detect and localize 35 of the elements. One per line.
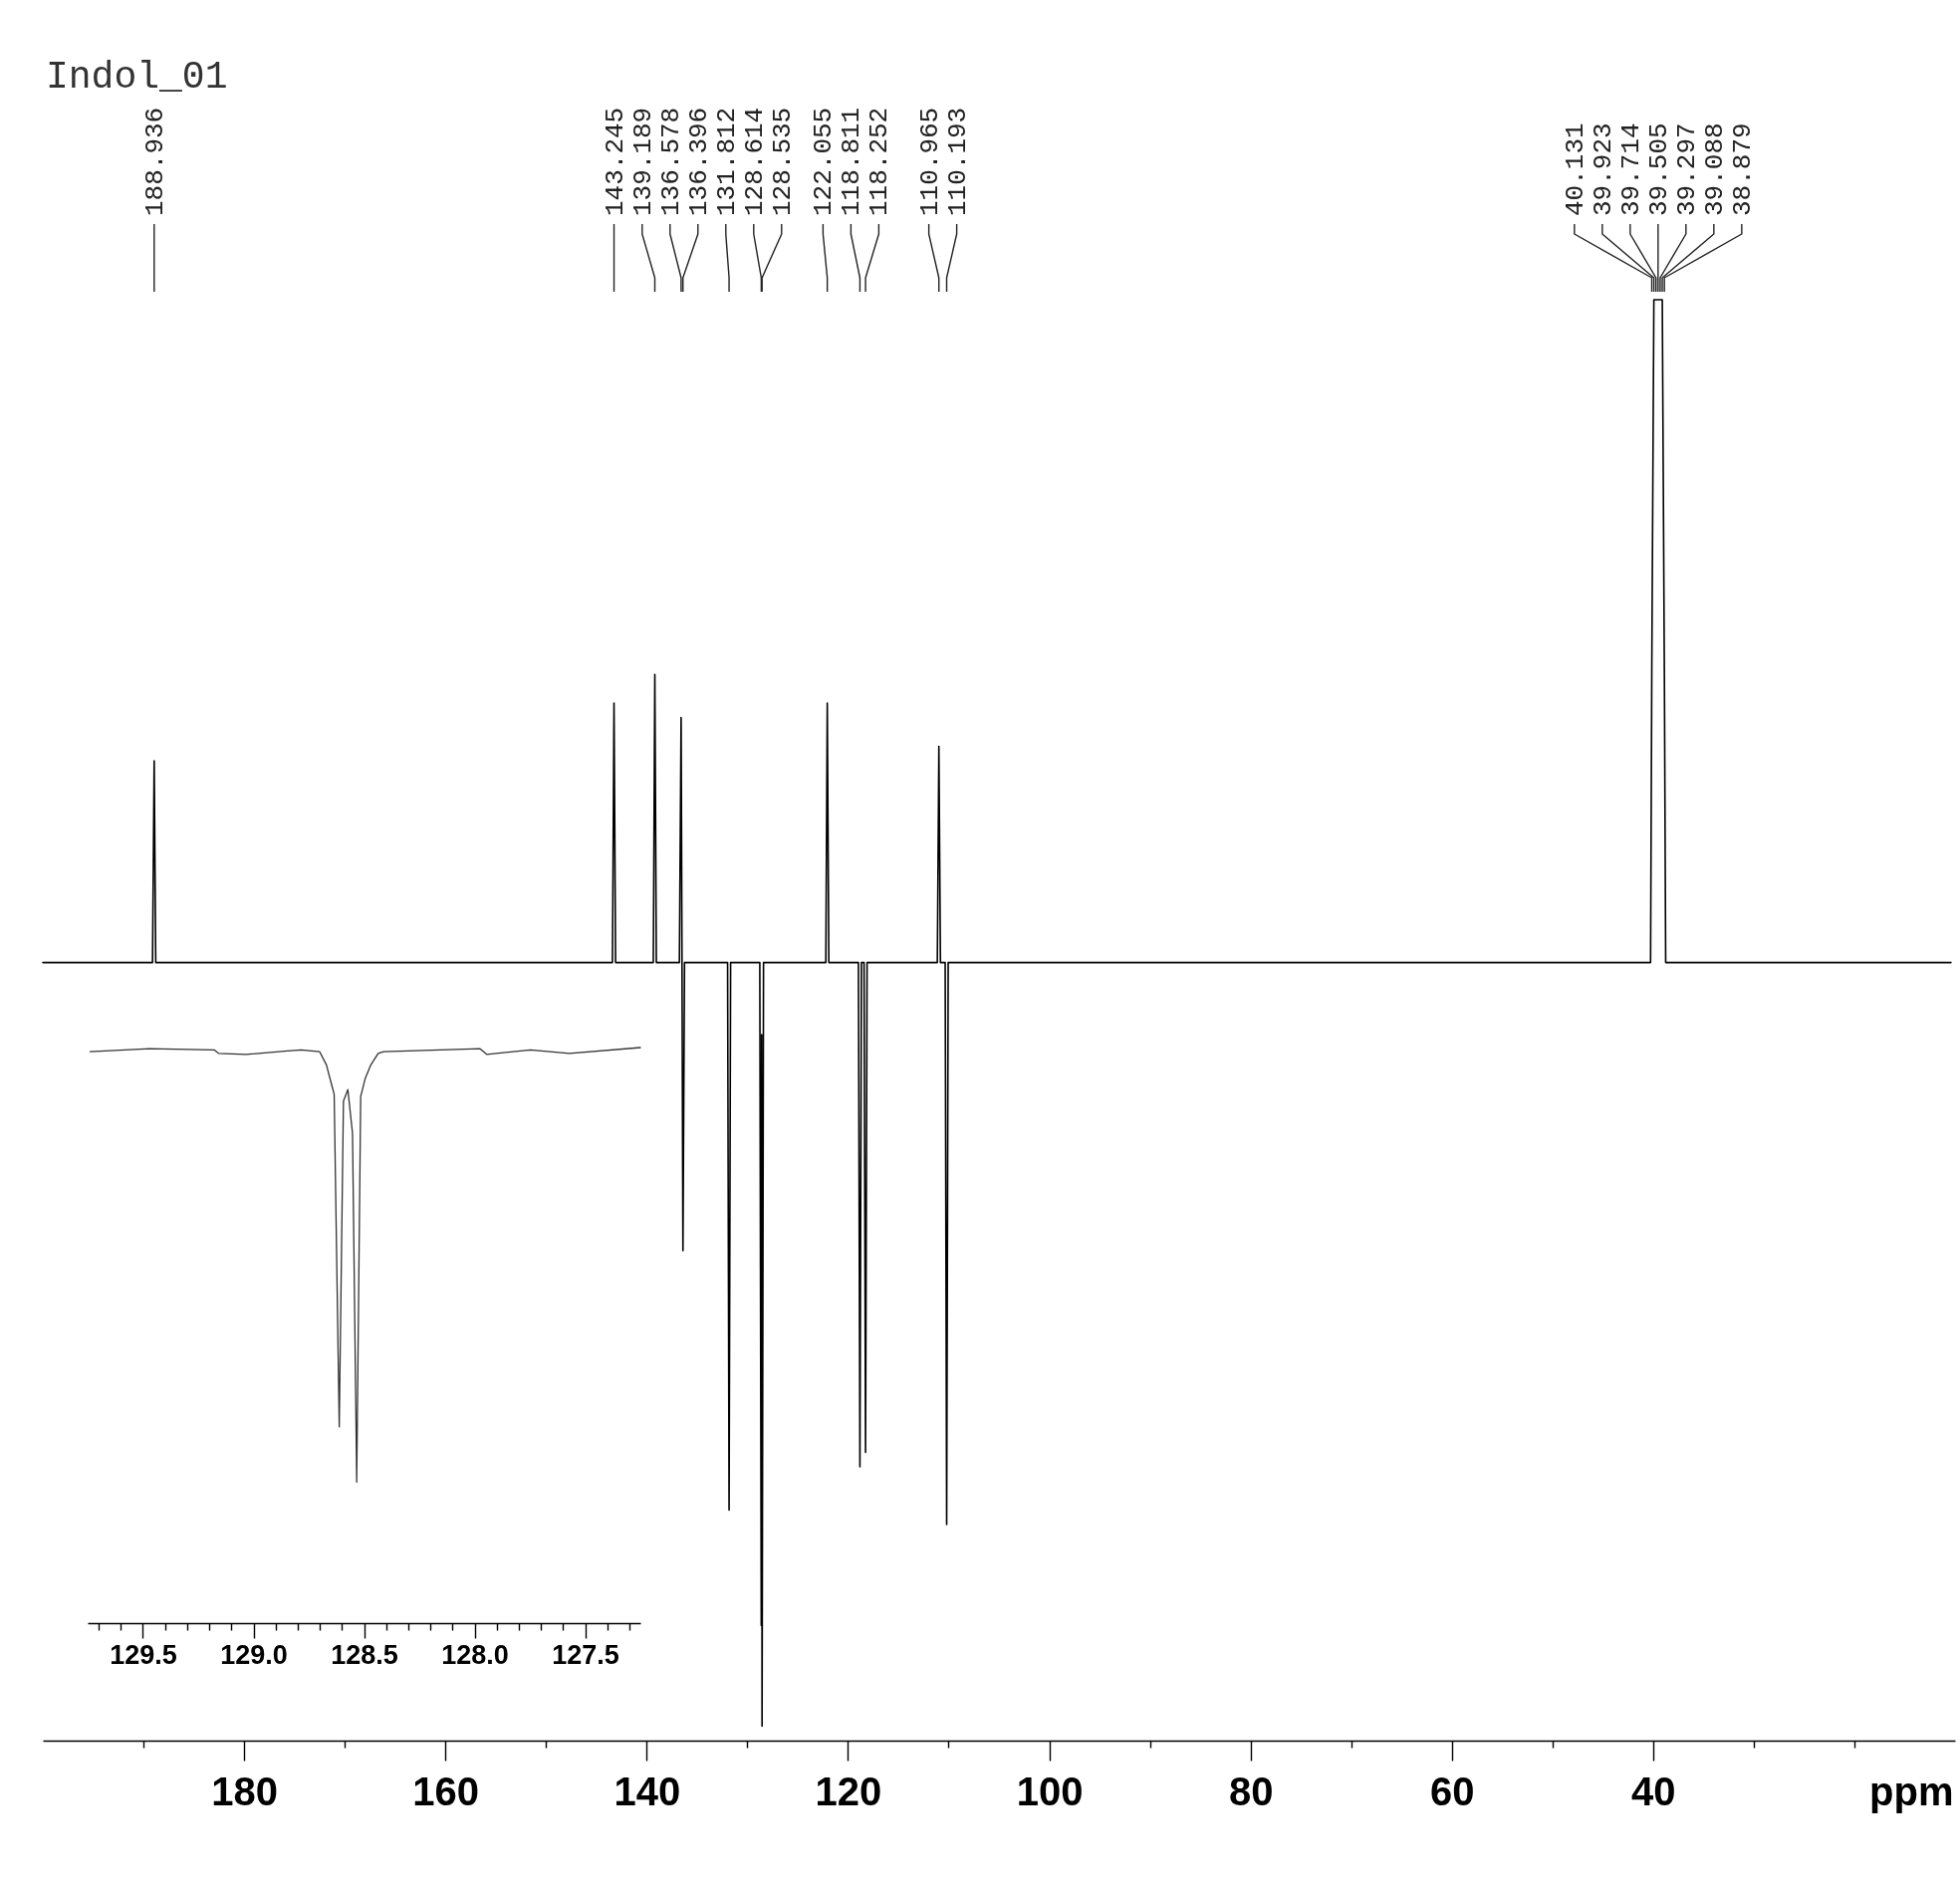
- x-tick-label: 100: [1016, 1768, 1084, 1813]
- annotation: 136.578: [655, 107, 686, 216]
- annotation: 118.252: [864, 107, 895, 216]
- x-tick-label: 80: [1228, 1768, 1274, 1813]
- annotation: 128.614: [739, 107, 770, 216]
- x-tick-label: 129.5: [110, 1639, 177, 1670]
- annotation: 188.936: [139, 107, 170, 216]
- annotation: 136.396: [683, 107, 714, 216]
- annotation: 143.245: [600, 107, 630, 216]
- x-tick-label: 160: [412, 1768, 480, 1813]
- annotation: 110.965: [914, 107, 945, 216]
- x-axis-title: ppm: [1869, 1768, 1954, 1813]
- annotation: 39.923: [1588, 122, 1618, 216]
- annotation: 118.811: [837, 107, 867, 216]
- annotation: 40.131: [1560, 122, 1591, 216]
- x-tick-label: 128.5: [331, 1639, 398, 1670]
- annotation: 122.055: [809, 107, 840, 216]
- chart-title: Indol_01: [46, 55, 228, 99]
- x-tick-label: 40: [1631, 1768, 1676, 1813]
- annotation: 39.297: [1671, 122, 1702, 216]
- x-tick-label: 129.0: [220, 1639, 288, 1670]
- x-tick-label: 127.5: [552, 1639, 619, 1670]
- annotation: 128.535: [767, 107, 798, 216]
- annotation: 110.193: [942, 107, 973, 216]
- annotation: 39.505: [1643, 122, 1674, 216]
- x-tick-label: 180: [211, 1768, 278, 1813]
- annotation: 39.714: [1615, 122, 1646, 216]
- annotation: 39.088: [1699, 122, 1730, 216]
- annotation: 38.879: [1727, 122, 1758, 216]
- x-tick-label: 120: [815, 1768, 882, 1813]
- annotation: 139.189: [627, 107, 658, 216]
- x-tick-label: 128.0: [441, 1639, 509, 1670]
- x-tick-label: 60: [1429, 1768, 1475, 1813]
- x-tick-label: 140: [613, 1768, 681, 1813]
- annotation: 131.812: [711, 107, 742, 216]
